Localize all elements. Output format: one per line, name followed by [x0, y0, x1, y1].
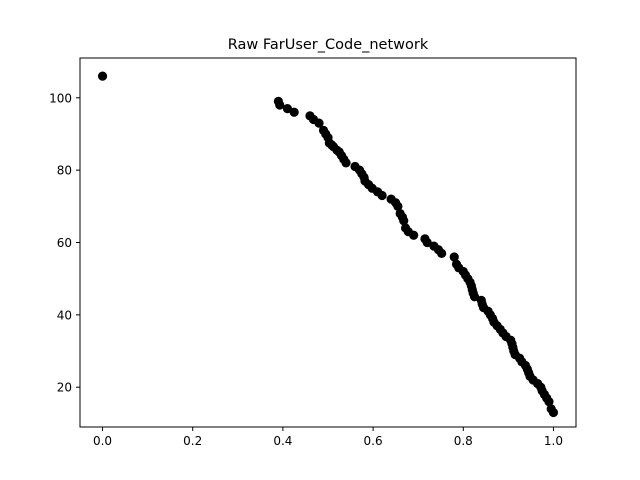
- data-point: [399, 216, 409, 226]
- data-point: [314, 118, 324, 128]
- data-point: [548, 407, 559, 418]
- data-point: [409, 230, 419, 240]
- x-tick-label: 0.4: [273, 434, 292, 448]
- chart-title: Raw FarUser_Code_network: [228, 37, 429, 53]
- y-tick-label: 20: [57, 381, 72, 395]
- data-points: [97, 71, 559, 418]
- data-point: [289, 107, 299, 117]
- y-tick-label: 40: [57, 308, 72, 322]
- x-tick-label: 0.8: [454, 434, 473, 448]
- data-point: [437, 248, 447, 258]
- data-point: [275, 100, 285, 110]
- data-point: [341, 158, 351, 168]
- x-tick-label: 0.6: [364, 434, 383, 448]
- y-tick-label: 100: [49, 91, 72, 105]
- y-tick-label: 80: [57, 164, 72, 178]
- data-point: [282, 104, 293, 114]
- x-axis-ticks: 0.0 0.2 0.4 0.6 0.8 1.0: [93, 427, 563, 448]
- y-tick-label: 60: [57, 236, 72, 250]
- data-point: [449, 252, 459, 262]
- data-point: [393, 201, 403, 211]
- y-axis-ticks: 20 40 60 80 100: [49, 91, 80, 395]
- data-point: [469, 292, 480, 302]
- x-tick-label: 0.0: [93, 434, 112, 448]
- data-point: [544, 397, 554, 407]
- data-point: [422, 237, 432, 248]
- x-tick-label: 1.0: [544, 434, 563, 448]
- data-point: [377, 190, 387, 201]
- data-point: [97, 71, 108, 81]
- x-tick-label: 0.2: [183, 434, 202, 448]
